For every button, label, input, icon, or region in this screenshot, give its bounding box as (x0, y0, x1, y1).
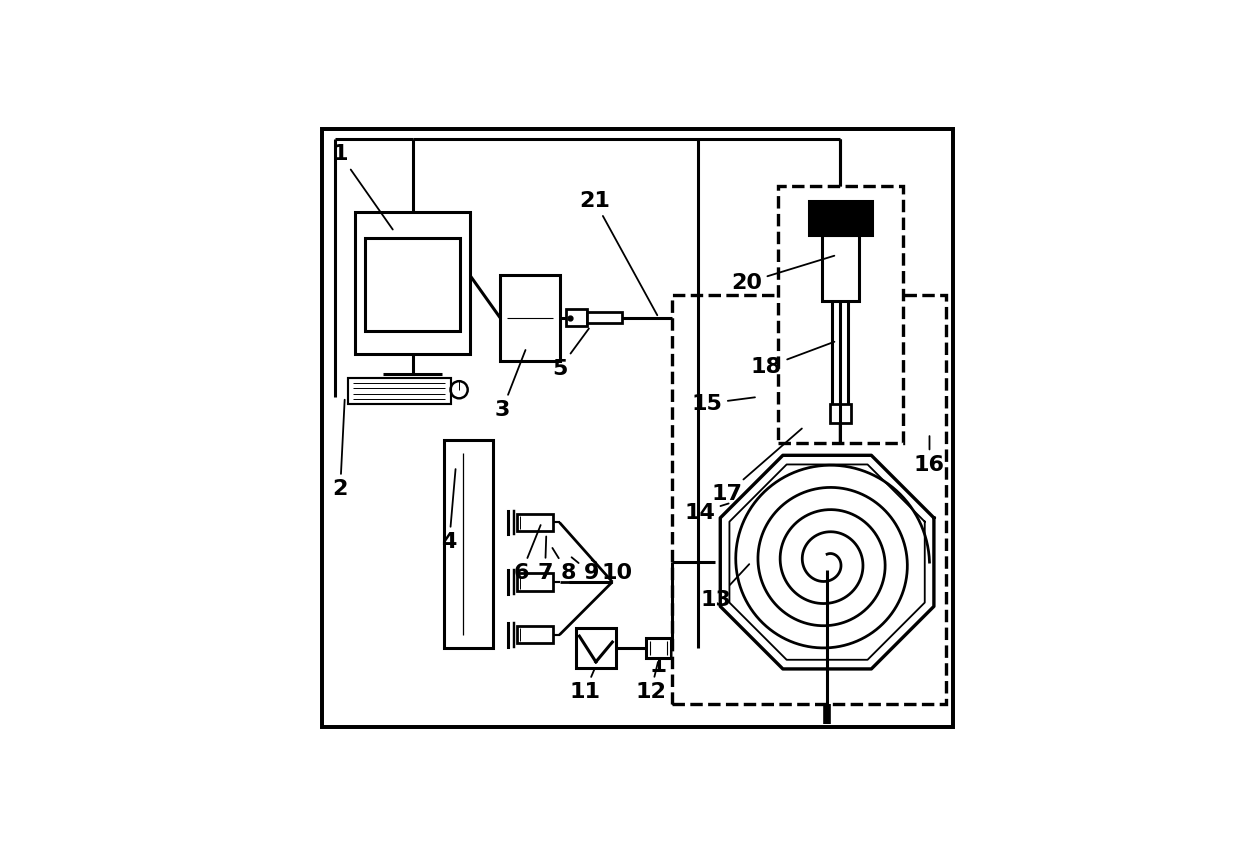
Bar (672, 294, 946, 704)
Text: 20: 20 (732, 256, 835, 293)
Bar (822, 235, 859, 301)
Text: 18: 18 (750, 341, 835, 378)
Text: 4: 4 (441, 469, 456, 553)
Bar (348, 378, 450, 403)
Bar (567, 309, 588, 326)
Bar (830, 403, 851, 423)
Text: 17: 17 (712, 428, 802, 504)
Text: 7: 7 (537, 536, 553, 583)
Bar (517, 573, 553, 590)
Bar (444, 440, 494, 648)
Text: 5: 5 (552, 329, 589, 378)
Text: 14: 14 (684, 503, 729, 523)
Bar (517, 626, 553, 644)
Bar (777, 185, 903, 444)
Text: 10: 10 (591, 560, 632, 583)
Bar (366, 239, 460, 331)
Bar (808, 201, 872, 235)
Bar (517, 514, 553, 531)
Bar (646, 638, 671, 658)
Text: 6: 6 (513, 525, 541, 583)
Text: 3: 3 (495, 350, 526, 420)
Text: 16: 16 (914, 436, 945, 475)
Text: 21: 21 (579, 190, 657, 315)
Bar (588, 312, 621, 323)
Text: 2: 2 (332, 400, 348, 499)
Text: 15: 15 (692, 394, 755, 414)
Bar (577, 628, 616, 668)
Text: 1: 1 (332, 144, 393, 229)
Text: 8: 8 (552, 548, 575, 583)
Text: 11: 11 (569, 668, 600, 702)
Bar (355, 212, 470, 354)
Text: 13: 13 (701, 565, 749, 610)
Bar (500, 275, 559, 360)
Text: 9: 9 (572, 558, 599, 583)
Text: 12: 12 (635, 662, 666, 702)
